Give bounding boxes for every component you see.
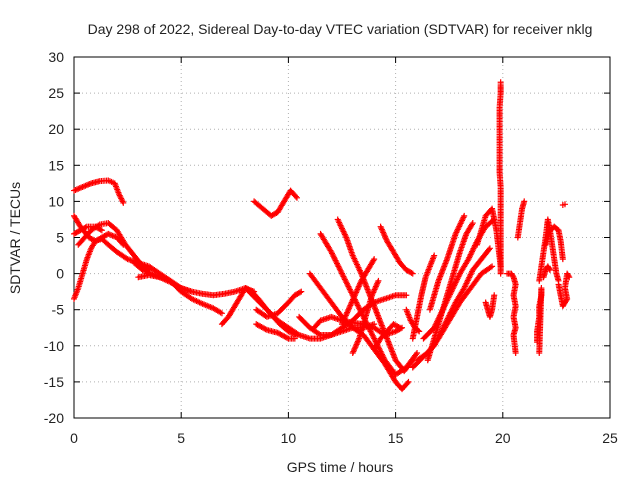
series-trace-31: [496, 79, 504, 277]
data-point-interp: [284, 334, 291, 341]
data-point: [375, 277, 382, 284]
series-trace-33: [504, 270, 519, 357]
y-tick-label: -5: [52, 302, 65, 318]
series-trace-21: [371, 321, 403, 353]
data-point-interp: [395, 324, 402, 331]
data-point-interp: [485, 246, 492, 253]
data-point-interp: [404, 380, 411, 387]
data-point: [188, 288, 195, 295]
data-point: [405, 378, 412, 385]
data-point: [561, 201, 568, 208]
data-point-interp: [509, 273, 516, 280]
data-point-interp: [468, 221, 475, 228]
data-point-interp: [316, 331, 323, 338]
series-trace-24: [409, 252, 438, 342]
data-point: [546, 266, 553, 273]
x-tick-label: 0: [70, 430, 78, 446]
data-point-interp: [82, 224, 89, 231]
data-point: [489, 263, 496, 270]
data-point: [120, 199, 127, 206]
y-axis-label: SDTVAR / TECUs: [7, 182, 23, 294]
series-trace-38: [555, 270, 573, 310]
series-trace-28: [424, 220, 476, 364]
data-point: [371, 256, 378, 263]
series-trace-11: [253, 321, 298, 342]
data-point: [431, 252, 438, 259]
data-point: [298, 288, 305, 295]
data-point: [469, 220, 476, 227]
x-axis-label: GPS time / hours: [287, 459, 394, 475]
data-point: [403, 292, 410, 299]
y-tick-label: -20: [44, 410, 64, 426]
data-point: [491, 292, 498, 299]
series-trace-20: [349, 277, 382, 357]
series-trace-1: [71, 177, 127, 206]
data-point-interp: [262, 326, 269, 333]
y-tick-label: 15: [48, 157, 64, 173]
series-trace-29: [426, 212, 468, 313]
data-point: [559, 256, 566, 263]
data-point-interp: [408, 269, 415, 276]
data-point: [461, 212, 468, 219]
data-point: [409, 270, 416, 277]
data-point-interp: [296, 289, 303, 296]
chart-title: Day 298 of 2022, Sidereal Day-to-day VTE…: [88, 21, 593, 37]
series-trace-35: [534, 285, 545, 357]
data-point-interp: [546, 265, 553, 272]
x-tick-label: 15: [388, 430, 404, 446]
y-tick-label: -10: [44, 338, 64, 354]
series-trace-34: [514, 198, 528, 241]
series-trace-27: [420, 216, 498, 342]
data-point: [293, 194, 300, 201]
x-tick-label: 5: [177, 430, 185, 446]
series-trace-8: [135, 272, 195, 295]
series-trace-32: [482, 292, 498, 320]
series-trace-39: [559, 201, 568, 209]
series-trace-37: [542, 223, 566, 263]
x-tick-label: 25: [602, 430, 618, 446]
y-tick-label: 25: [48, 85, 64, 101]
data-series: [71, 79, 573, 393]
y-tick-label: 20: [48, 121, 64, 137]
data-point: [98, 227, 105, 234]
x-axis-ticks: 0 5 10 15 20 25: [70, 57, 618, 446]
series-trace-12: [253, 288, 305, 320]
data-point-interp: [565, 273, 572, 280]
data-point: [396, 324, 403, 331]
y-tick-label: 30: [48, 49, 64, 65]
series-trace-5: [71, 223, 105, 237]
data-point-interp: [370, 257, 377, 264]
y-tick-label: 0: [56, 266, 64, 282]
series-trace-19: [339, 256, 378, 328]
series-trace-40: [540, 263, 553, 281]
data-point-interp: [97, 226, 104, 233]
x-tick-label: 20: [495, 430, 511, 446]
series-trace-22: [377, 223, 416, 277]
data-point-interp: [176, 284, 183, 291]
y-tick-label: 5: [56, 230, 64, 246]
data-point: [512, 350, 519, 357]
data-point: [521, 198, 528, 205]
data-point: [497, 270, 504, 277]
x-tick-label: 10: [281, 430, 297, 446]
y-tick-label: -15: [44, 374, 64, 390]
data-point-interp: [487, 264, 494, 271]
series-trace-13: [251, 187, 300, 219]
y-tick-label: 10: [48, 193, 64, 209]
data-point-interp: [413, 351, 420, 358]
data-point: [536, 350, 543, 357]
data-point: [566, 274, 573, 281]
data-point-interp: [408, 358, 415, 365]
data-point: [486, 245, 493, 252]
data-point-interp: [292, 193, 299, 200]
y-axis-ticks: -20 -15 -10 -5 0 5 10 15 20 25 30: [44, 49, 610, 426]
series-trace-26: [409, 245, 493, 371]
data-point: [414, 350, 421, 357]
grid: [74, 57, 610, 418]
data-point: [291, 335, 298, 342]
data-point: [218, 310, 225, 317]
